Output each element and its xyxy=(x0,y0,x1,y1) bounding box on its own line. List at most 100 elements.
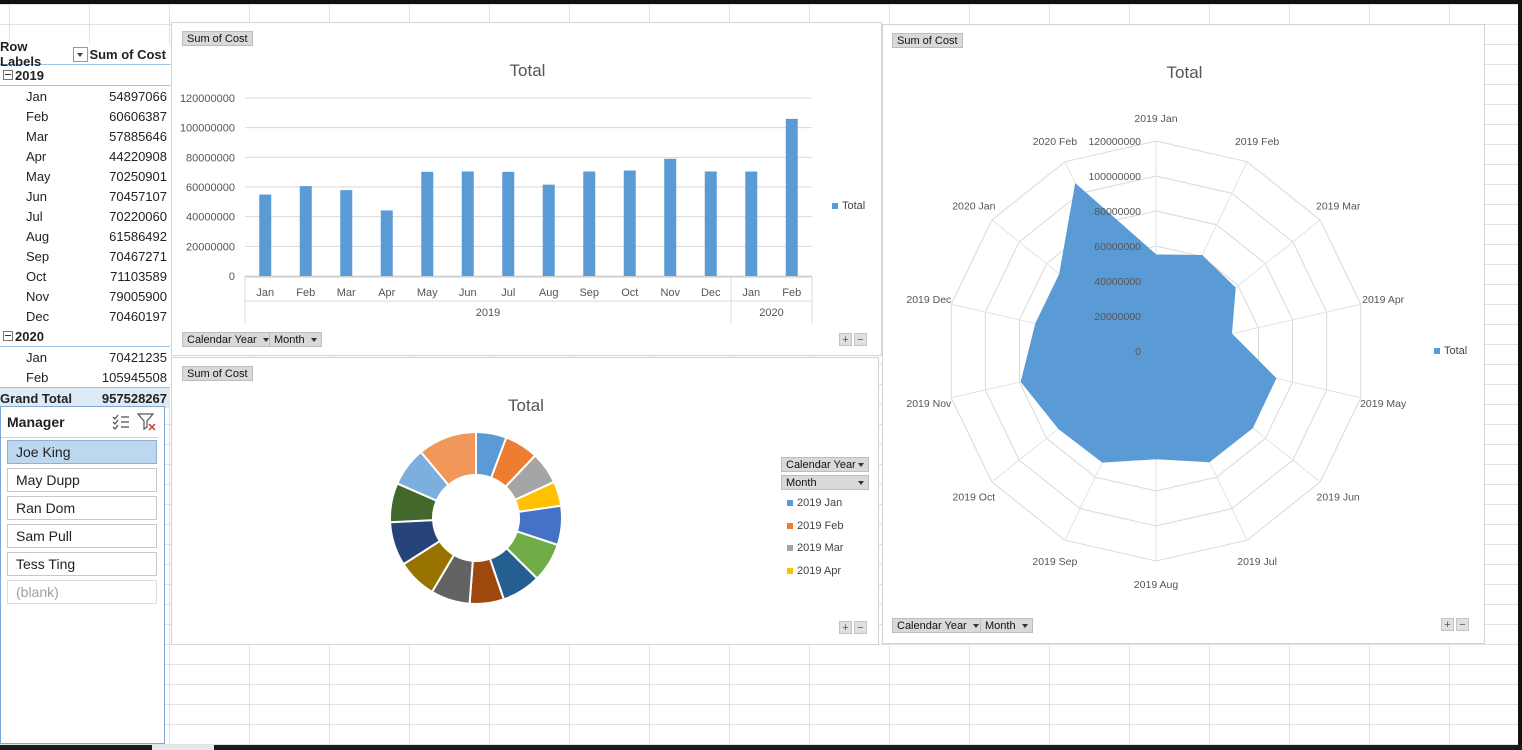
multi-select-icon[interactable] xyxy=(110,411,132,433)
donut-legend-item: 2019 Apr xyxy=(787,565,841,577)
radar-category-label: 2019 Jul xyxy=(1237,556,1277,568)
pivot-table[interactable]: Row Labels Sum of Cost 2019 Jan 54897066 Fe… xyxy=(0,39,170,408)
collapse-minus-icon[interactable] xyxy=(3,331,13,341)
radar-legend-item: Total xyxy=(1434,345,1467,357)
donut-legend-swatch xyxy=(787,500,793,506)
radar-value-tick-label: 60000000 xyxy=(1094,241,1141,253)
bar-group-label: 2019 xyxy=(476,307,500,319)
grand-total-row[interactable]: Grand Total 957528267 xyxy=(0,387,170,408)
pivot-year-row[interactable]: 2020 xyxy=(0,326,170,347)
pivot-month-row[interactable]: Jan 70421235 xyxy=(0,347,170,367)
pivot-month-label: Nov xyxy=(26,288,50,304)
radar-value-field-button[interactable]: Sum of Cost xyxy=(892,33,963,48)
radar-legend-label: Total xyxy=(1444,345,1468,357)
manager-slicer[interactable]: Manager Joe King May Dupp Ran Dom Sam Pull T… xyxy=(0,406,165,744)
donut-value-field-button[interactable]: Sum of Cost xyxy=(182,366,253,381)
pivot-month-row[interactable]: Jan 54897066 xyxy=(0,86,170,106)
slicer-item[interactable]: Tess Ting xyxy=(7,552,157,576)
row-labels-filter-dropdown-icon[interactable] xyxy=(73,46,88,62)
donut-legend-swatch xyxy=(787,567,793,574)
bar-mark[interactable] xyxy=(299,186,312,276)
expand-icon[interactable]: + xyxy=(1441,618,1454,631)
radar-category-label: 2019 Jun xyxy=(1317,491,1360,503)
pivot-month-row[interactable]: Jun 70457107 xyxy=(0,186,170,206)
bar-legend-item: Total xyxy=(832,200,865,212)
pivot-month-row[interactable]: Mar 57885646 xyxy=(0,126,170,146)
donut-expand-collapse[interactable]: + − xyxy=(839,621,867,634)
pivot-year-row[interactable]: 2019 xyxy=(0,65,170,86)
grand-total-label: Grand Total xyxy=(0,390,72,406)
pivot-month-row[interactable]: Sep 70467271 xyxy=(0,246,170,266)
expand-icon[interactable]: + xyxy=(839,621,852,634)
bar-mark[interactable] xyxy=(340,190,353,276)
radar-value-tick-label: 40000000 xyxy=(1094,276,1141,288)
bar-mark[interactable] xyxy=(259,194,272,276)
bar-x-tick-label: Dec xyxy=(701,287,721,299)
bar-mark[interactable] xyxy=(380,210,393,276)
donut-chart-panel[interactable]: Sum of Cost Total Calendar Year Month 20… xyxy=(171,357,879,645)
radar-category-label: 2019 Feb xyxy=(1235,136,1280,148)
bar-mark[interactable] xyxy=(623,170,636,276)
slicer-item[interactable]: Sam Pull xyxy=(7,524,157,548)
pivot-month-row[interactable]: Feb 105945508 xyxy=(0,367,170,387)
expand-icon[interactable]: + xyxy=(839,333,852,346)
donut-legend-label: 2019 Mar xyxy=(797,542,844,554)
bar-mark[interactable] xyxy=(704,171,717,276)
slicer-item[interactable]: (blank) xyxy=(7,580,157,604)
window-right-border xyxy=(1518,0,1522,750)
window-top-border xyxy=(0,0,1522,4)
radar-value-tick-label: 20000000 xyxy=(1094,311,1141,323)
bar-chart-panel[interactable]: Sum of Cost Total 120000000 100000000 8000… xyxy=(171,22,882,356)
radar-axis-button-calendar-year[interactable]: Calendar Year xyxy=(892,618,984,633)
bar-axis-button-calendar-year[interactable]: Calendar Year xyxy=(182,332,274,347)
pivot-month-row[interactable]: Jul 70220060 xyxy=(0,206,170,226)
bar-mark[interactable] xyxy=(421,171,434,276)
collapse-icon[interactable]: − xyxy=(854,333,867,346)
pivot-month-row[interactable]: Oct 71103589 xyxy=(0,266,170,286)
collapse-icon[interactable]: − xyxy=(1456,618,1469,631)
donut-legend-button-month[interactable]: Month xyxy=(781,475,869,490)
donut-legend-button-calendar-year[interactable]: Calendar Year xyxy=(781,457,869,472)
slicer-item[interactable]: Joe King xyxy=(7,440,157,464)
pivot-header-row: Row Labels Sum of Cost xyxy=(0,39,170,69)
pivot-month-label: Feb xyxy=(26,369,49,385)
bar-axis-button-month[interactable]: Month xyxy=(269,332,322,347)
grand-total-value: 957528267 xyxy=(101,390,167,406)
collapse-icon[interactable]: − xyxy=(854,621,867,634)
collapse-minus-icon[interactable] xyxy=(3,70,13,80)
donut-slice[interactable] xyxy=(419,430,477,487)
donut-legend-item: 2019 Mar xyxy=(787,542,843,554)
bar-value-field-button[interactable]: Sum of Cost xyxy=(182,31,253,46)
bar-mark[interactable] xyxy=(785,118,798,276)
radar-axis-button-month[interactable]: Month xyxy=(980,618,1033,633)
radar-chart-panel[interactable]: Sum of Cost Total 0 20000000 40000000 60000… xyxy=(882,24,1485,644)
pivot-month-value: 70250901 xyxy=(109,168,167,184)
radar-expand-collapse[interactable]: + − xyxy=(1441,618,1469,631)
radar-value-tick-label: 100000000 xyxy=(1088,171,1141,183)
pivot-month-row[interactable]: Feb 60606387 xyxy=(0,106,170,126)
sheet-tab[interactable] xyxy=(152,745,214,750)
bar-y-tick-label: 20000000 xyxy=(186,241,235,253)
clear-filter-icon[interactable] xyxy=(136,411,158,433)
donut-legend-label: 2019 Feb xyxy=(797,519,844,532)
bar-mark[interactable] xyxy=(461,171,474,276)
radar-series-area[interactable] xyxy=(1020,182,1277,463)
pivot-month-row[interactable]: Apr 44220908 xyxy=(0,146,170,166)
bar-mark[interactable] xyxy=(664,158,677,276)
pivot-month-row[interactable]: Aug 61586492 xyxy=(0,226,170,246)
bar-mark[interactable] xyxy=(745,171,758,276)
slicer-item[interactable]: May Dupp xyxy=(7,468,157,492)
radar-category-label: 2019 Mar xyxy=(1316,201,1361,213)
bar-mark[interactable] xyxy=(583,171,596,276)
bar-expand-collapse[interactable]: + − xyxy=(839,333,867,346)
pivot-month-row[interactable]: Nov 79005900 xyxy=(0,286,170,306)
bar-mark[interactable] xyxy=(542,184,555,276)
bar-chart-plot: 120000000 100000000 80000000 60000000 400000… xyxy=(180,93,813,323)
bar-mark[interactable] xyxy=(502,171,515,276)
pivot-month-value: 105945508 xyxy=(101,369,167,385)
pivot-month-value: 70220060 xyxy=(109,208,167,224)
pivot-month-row[interactable]: May 70250901 xyxy=(0,166,170,186)
pivot-month-row[interactable]: Dec 70460197 xyxy=(0,306,170,326)
pivot-month-label: Jul xyxy=(26,208,43,224)
slicer-item[interactable]: Ran Dom xyxy=(7,496,157,520)
